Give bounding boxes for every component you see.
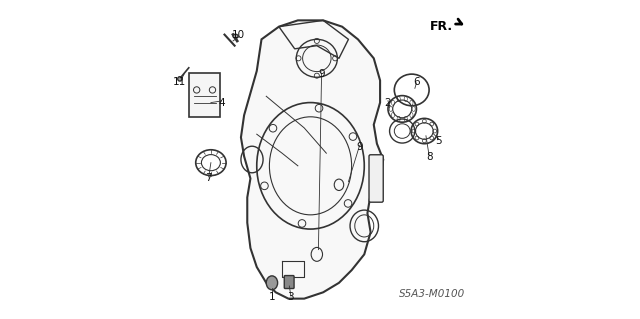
Text: 7: 7 bbox=[205, 174, 212, 183]
Text: 6: 6 bbox=[413, 77, 420, 87]
Text: FR.: FR. bbox=[429, 20, 453, 33]
Text: 2: 2 bbox=[385, 98, 391, 108]
Text: 3: 3 bbox=[287, 292, 294, 302]
Text: S5A3-M0100: S5A3-M0100 bbox=[399, 289, 465, 299]
Ellipse shape bbox=[266, 276, 278, 290]
Ellipse shape bbox=[233, 34, 238, 38]
PathPatch shape bbox=[241, 20, 383, 299]
FancyBboxPatch shape bbox=[189, 72, 220, 117]
Text: 9: 9 bbox=[318, 69, 325, 79]
Text: 5: 5 bbox=[435, 136, 442, 145]
Text: 1: 1 bbox=[269, 292, 275, 302]
Text: 8: 8 bbox=[426, 152, 433, 162]
FancyBboxPatch shape bbox=[284, 276, 294, 288]
FancyBboxPatch shape bbox=[369, 155, 383, 202]
Text: 10: 10 bbox=[232, 30, 245, 40]
Text: 11: 11 bbox=[173, 77, 186, 87]
Ellipse shape bbox=[178, 77, 182, 81]
Text: 9: 9 bbox=[356, 142, 363, 152]
Text: 4: 4 bbox=[218, 98, 225, 108]
